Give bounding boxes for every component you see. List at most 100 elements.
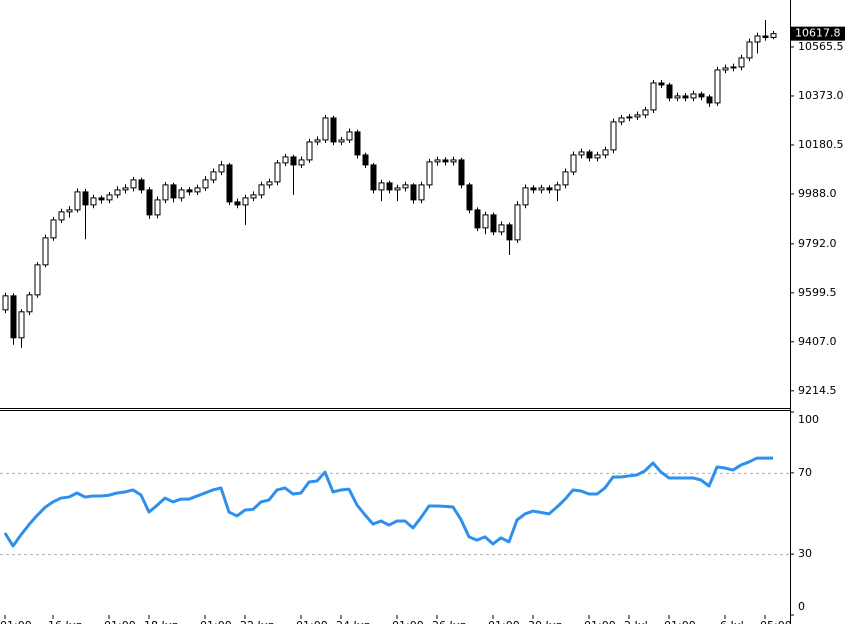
x-tick-label: 24 Jun xyxy=(336,619,371,624)
y-tick-label: 0 xyxy=(798,600,805,613)
candle-body xyxy=(474,209,481,229)
candle-body xyxy=(746,41,753,59)
candle-body xyxy=(458,159,465,186)
candle-body xyxy=(618,117,625,123)
candle-body xyxy=(610,121,617,151)
candle-body xyxy=(538,187,545,191)
y-tick-label: 10373.0 xyxy=(798,89,844,102)
candle-body xyxy=(698,93,705,98)
candle-body xyxy=(130,179,137,189)
candle-body xyxy=(122,187,129,191)
candle-body xyxy=(418,184,425,201)
x-tick-label: 22 Jun xyxy=(240,619,275,624)
candle-body xyxy=(138,179,145,191)
candle-body xyxy=(74,191,81,211)
candle-body xyxy=(258,184,265,196)
candle-body xyxy=(202,179,209,189)
candle-body xyxy=(682,95,689,99)
x-tick-label: 05:00 xyxy=(760,619,792,624)
candle-body xyxy=(442,159,449,163)
candle-body xyxy=(34,264,41,296)
y-tick-label: 100 xyxy=(798,413,819,426)
candle-body xyxy=(2,295,9,311)
x-tick-label: 01:00 xyxy=(584,619,616,624)
y-tick-label: 9792.0 xyxy=(798,237,837,250)
candle-body xyxy=(402,184,409,189)
candle-body xyxy=(298,159,305,166)
candle-body xyxy=(506,224,513,241)
candle-body xyxy=(82,191,89,206)
candle-body xyxy=(762,35,769,38)
candle-body xyxy=(354,131,361,156)
candle-body xyxy=(50,219,57,239)
x-tick-label: 18 Jun xyxy=(144,619,179,624)
candle-body xyxy=(210,171,217,181)
candle-body xyxy=(602,149,609,156)
candle-body xyxy=(18,311,25,339)
candle-body xyxy=(42,237,49,266)
candle-body xyxy=(426,161,433,186)
candle-body xyxy=(114,189,121,196)
x-tick-label: 30 Jun xyxy=(528,619,563,624)
candle-body xyxy=(186,189,193,193)
candle-body xyxy=(322,117,329,141)
candle-body xyxy=(58,211,65,221)
candle-body xyxy=(274,162,281,183)
candle-body xyxy=(306,141,313,161)
y-tick-label: 10565.5 xyxy=(798,40,844,53)
candle-body xyxy=(650,82,657,111)
x-tick-label: 01:00 xyxy=(200,619,232,624)
candle-body xyxy=(466,184,473,211)
x-tick-label: 01:00 xyxy=(392,619,424,624)
candle-body xyxy=(490,214,497,233)
candle-body xyxy=(714,69,721,104)
y-tick-label: 9988.0 xyxy=(798,187,837,200)
candle-body xyxy=(514,204,521,241)
candle-body xyxy=(578,151,585,156)
candle-body xyxy=(178,189,185,199)
candle-body xyxy=(290,156,297,166)
candle-body xyxy=(498,224,505,233)
last-price-box xyxy=(791,26,845,41)
y-tick-label: 9599.5 xyxy=(798,286,837,299)
x-tick-label: 01:00 xyxy=(664,619,696,624)
candle-body xyxy=(546,187,553,191)
candle-body xyxy=(266,181,273,186)
candle-body xyxy=(594,154,601,159)
candle-body xyxy=(146,189,153,216)
y-tick-label: 30 xyxy=(798,547,812,560)
candle-body xyxy=(282,156,289,164)
candle-body xyxy=(754,35,761,43)
candle-body xyxy=(410,184,417,201)
candle-body xyxy=(658,82,665,86)
candle-body xyxy=(738,57,745,68)
candle-body xyxy=(242,197,249,206)
candle-body xyxy=(482,214,489,229)
x-tick-label: 01:00 xyxy=(104,619,136,624)
candle-body xyxy=(106,194,113,201)
x-tick-label: 01:00 xyxy=(488,619,520,624)
candle-body xyxy=(26,294,33,313)
candle-body xyxy=(394,187,401,191)
y-tick-label: 70 xyxy=(798,466,812,479)
candle-body xyxy=(66,209,73,213)
candle-body xyxy=(154,199,161,216)
x-tick-label: 01:00 xyxy=(0,619,32,624)
candle-body xyxy=(562,171,569,186)
candle-body xyxy=(450,159,457,163)
candle-body xyxy=(98,197,105,201)
candle-body xyxy=(10,295,17,339)
candle-body xyxy=(226,164,233,203)
candle-body xyxy=(434,159,441,163)
candle-body xyxy=(170,184,177,199)
candle-body xyxy=(522,187,529,206)
candle-body xyxy=(194,187,201,193)
y-tick-label: 10180.5 xyxy=(798,138,844,151)
last-price-label: 10617.8 xyxy=(795,27,841,40)
x-tick-label: 16 Jun xyxy=(48,619,83,624)
candle-body xyxy=(234,201,241,206)
y-tick-label: 9214.5 xyxy=(798,384,837,397)
